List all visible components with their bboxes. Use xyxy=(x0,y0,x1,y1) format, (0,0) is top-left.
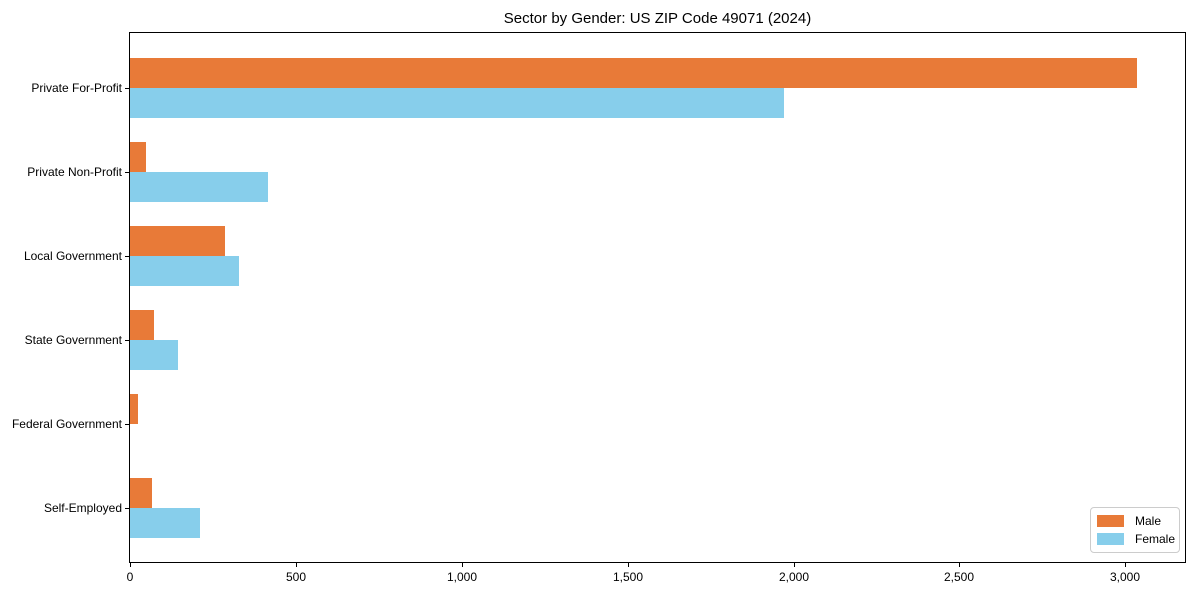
bar-female-self-employed xyxy=(130,508,200,538)
y-tick-label-private-non-profit: Private Non-Profit xyxy=(27,165,122,179)
chart-title: Sector by Gender: US ZIP Code 49071 (202… xyxy=(503,10,812,27)
bar-male-local-government xyxy=(130,226,225,256)
y-tick-federal-government xyxy=(125,424,130,425)
y-tick-private-for-profit xyxy=(125,88,130,89)
x-tick-1500 xyxy=(628,562,629,567)
bar-male-private-for-profit xyxy=(130,58,1137,88)
bar-male-state-government xyxy=(130,310,154,340)
y-tick-label-self-employed: Self-Employed xyxy=(43,501,122,515)
x-tick-label-3000: 3,000 xyxy=(1109,570,1141,584)
y-tick-self-employed xyxy=(125,508,130,509)
x-tick-2000 xyxy=(794,562,795,567)
x-tick-3000 xyxy=(1125,562,1126,567)
y-tick-private-non-profit xyxy=(125,172,130,173)
y-tick-label-private-for-profit: Private For-Profit xyxy=(31,81,122,95)
plot-area xyxy=(129,32,1186,563)
y-tick-local-government xyxy=(125,256,130,257)
bar-female-private-non-profit xyxy=(130,172,268,202)
legend-swatch-female-icon xyxy=(1097,533,1124,545)
bar-female-local-government xyxy=(130,256,239,286)
bar-male-federal-government xyxy=(130,394,138,424)
legend-entry-male: Male xyxy=(1097,513,1179,528)
legend-label-male: Male xyxy=(1135,513,1162,528)
x-tick-label-0: 0 xyxy=(126,570,134,584)
x-tick-label-1000: 1,000 xyxy=(446,570,478,584)
x-tick-2500 xyxy=(959,562,960,567)
bar-female-private-for-profit xyxy=(130,88,784,118)
bar-male-private-non-profit xyxy=(130,142,146,172)
x-tick-label-2500: 2,500 xyxy=(943,570,975,584)
y-tick-state-government xyxy=(125,340,130,341)
y-tick-label-state-government: State Government xyxy=(24,333,122,347)
x-tick-1000 xyxy=(462,562,463,567)
x-tick-label-500: 500 xyxy=(285,570,307,584)
legend-swatch-male-icon xyxy=(1097,515,1124,527)
x-tick-label-2000: 2,000 xyxy=(778,570,810,584)
x-tick-500 xyxy=(296,562,297,567)
bar-male-self-employed xyxy=(130,478,152,508)
legend: Male Female xyxy=(1090,507,1180,553)
x-tick-0 xyxy=(130,562,131,567)
legend-entry-female: Female xyxy=(1097,531,1179,546)
bar-female-state-government xyxy=(130,340,178,370)
y-tick-label-local-government: Local Government xyxy=(23,249,122,263)
x-tick-label-1500: 1,500 xyxy=(612,570,644,584)
y-tick-label-federal-government: Federal Government xyxy=(11,417,122,431)
legend-label-female: Female xyxy=(1135,531,1176,546)
